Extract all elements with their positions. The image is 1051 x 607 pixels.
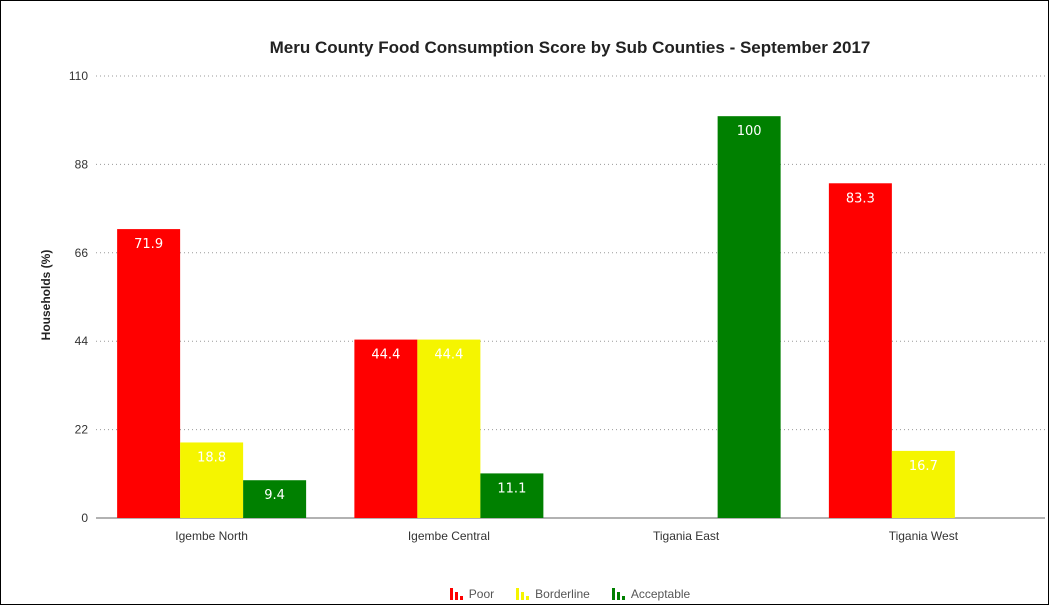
legend-label: Poor [468, 587, 495, 601]
data-label: 11.1 [497, 481, 526, 496]
data-label: 16.7 [909, 459, 938, 474]
y-tick-label: 110 [69, 69, 88, 83]
legend-label: Borderline [535, 587, 590, 601]
chart-title: Meru County Food Consumption Score by Su… [269, 38, 871, 57]
y-tick-label: 88 [75, 157, 89, 171]
bar-acceptable [717, 116, 781, 518]
y-tick-label: 44 [75, 334, 89, 348]
data-label: 44.4 [371, 348, 400, 363]
bar-poor [354, 339, 418, 518]
legend-item-acceptable[interactable]: Acceptable [611, 587, 691, 601]
data-label: 18.8 [197, 450, 226, 465]
data-label: 44.4 [434, 348, 463, 363]
x-tick-label: Tigania East [653, 529, 720, 543]
y-tick-label: 66 [75, 246, 89, 260]
x-tick-label: Igembe North [175, 529, 248, 543]
data-label: 100 [737, 124, 762, 139]
legend-item-borderline[interactable]: Borderline [516, 587, 590, 601]
bar-borderline [180, 442, 244, 518]
y-tick-label: 22 [75, 423, 89, 437]
bar-chart-icon [449, 588, 463, 600]
bar-acceptable [243, 480, 307, 518]
data-label: 9.4 [264, 488, 285, 503]
legend-label: Acceptable [630, 587, 691, 601]
chart-legend: Poor Borderline Acceptable [0, 587, 1051, 601]
x-tick-label: Tigania West [889, 529, 959, 543]
bar-acceptable [480, 473, 544, 518]
x-tick-label: Igembe Central [408, 529, 490, 543]
bar-borderline [417, 339, 481, 518]
legend-item-poor[interactable]: Poor [449, 587, 495, 601]
bar-poor [117, 229, 181, 519]
y-tick-label: 0 [81, 511, 88, 525]
bar-borderline [891, 450, 955, 518]
data-label: 71.9 [134, 237, 163, 252]
bar-poor [828, 183, 892, 518]
bar-chart-icon [516, 588, 530, 600]
bar-chart-icon [611, 588, 625, 600]
data-label: 83.3 [846, 191, 875, 206]
